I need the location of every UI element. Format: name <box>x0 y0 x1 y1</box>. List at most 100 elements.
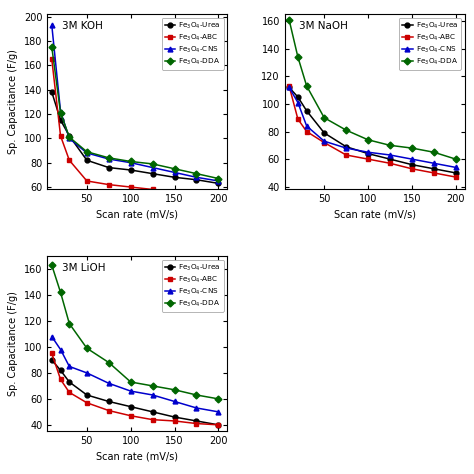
Text: 3M KOH: 3M KOH <box>62 21 103 31</box>
Fe$_3$O$_4$-Urea <box>304 108 310 114</box>
Fe$_3$O$_4$-CNS <box>84 150 90 156</box>
Fe$_3$O$_4$-DDA <box>84 149 90 155</box>
Fe$_3$O$_4$-DDA <box>172 387 177 392</box>
Fe$_3$O$_4$-DDA <box>304 83 310 89</box>
Fe$_3$O$_4$-CNS <box>172 170 177 175</box>
Fe$_3$O$_4$-Urea <box>365 151 371 156</box>
Fe$_3$O$_4$-CNS <box>387 152 393 158</box>
Fe$_3$O$_4$-Urea <box>106 165 112 171</box>
Fe$_3$O$_4$-DDA <box>84 346 90 351</box>
Fe$_3$O$_4$-DDA <box>66 134 72 140</box>
Fe$_3$O$_4$-Urea <box>172 414 177 420</box>
Line: Fe$_3$O$_4$-Urea: Fe$_3$O$_4$-Urea <box>49 357 221 427</box>
X-axis label: Scan rate (mV/s): Scan rate (mV/s) <box>96 210 178 220</box>
Fe$_3$O$_4$-Urea <box>216 422 221 428</box>
Fe$_3$O$_4$-Urea <box>106 399 112 404</box>
Fe$_3$O$_4$-Urea <box>286 84 292 90</box>
Fe$_3$O$_4$-DDA <box>58 290 64 295</box>
Fe$_3$O$_4$-DDA <box>58 110 64 116</box>
Fe$_3$O$_4$-CNS <box>409 156 415 162</box>
Fe$_3$O$_4$-CNS <box>216 409 221 415</box>
Line: Fe$_3$O$_4$-Urea: Fe$_3$O$_4$-Urea <box>287 85 458 175</box>
Fe$_3$O$_4$-CNS <box>106 156 112 162</box>
Fe$_3$O$_4$-CNS <box>128 160 134 165</box>
Fe$_3$O$_4$-CNS <box>304 123 310 129</box>
Fe$_3$O$_4$-CNS <box>295 100 301 105</box>
Fe$_3$O$_4$-DDA <box>49 44 55 50</box>
Y-axis label: Sp. Capacitance (F/g): Sp. Capacitance (F/g) <box>9 291 18 396</box>
Fe$_3$O$_4$-CNS <box>58 346 64 352</box>
Fe$_3$O$_4$-Urea <box>216 181 221 186</box>
Fe$_3$O$_4$-ABC <box>58 133 64 139</box>
Fe$_3$O$_4$-CNS <box>49 22 55 28</box>
Line: Fe$_3$O$_4$-ABC: Fe$_3$O$_4$-ABC <box>287 83 458 180</box>
Fe$_3$O$_4$-ABC <box>387 160 393 166</box>
Fe$_3$O$_4$-DDA <box>431 149 437 155</box>
Fe$_3$O$_4$-DDA <box>172 166 177 172</box>
Fe$_3$O$_4$-ABC <box>106 182 112 187</box>
Fe$_3$O$_4$-Urea <box>321 130 327 136</box>
Fe$_3$O$_4$-DDA <box>409 145 415 151</box>
Fe$_3$O$_4$-CNS <box>453 164 458 170</box>
Fe$_3$O$_4$-Urea <box>58 367 64 373</box>
Fe$_3$O$_4$-CNS <box>150 165 155 171</box>
Fe$_3$O$_4$-CNS <box>216 178 221 184</box>
Line: Fe$_3$O$_4$-CNS: Fe$_3$O$_4$-CNS <box>287 85 458 170</box>
Fe$_3$O$_4$-Urea <box>150 171 155 176</box>
Fe$_3$O$_4$-Urea <box>194 418 200 424</box>
Fe$_3$O$_4$-DDA <box>343 128 349 133</box>
Line: Fe$_3$O$_4$-DDA: Fe$_3$O$_4$-DDA <box>49 45 221 181</box>
Fe$_3$O$_4$-CNS <box>172 399 177 404</box>
Legend: Fe$_3$O$_4$-Urea, Fe$_3$O$_4$-ABC, Fe$_3$O$_4$-CNS, Fe$_3$O$_4$-DDA: Fe$_3$O$_4$-Urea, Fe$_3$O$_4$-ABC, Fe$_3… <box>162 260 224 312</box>
Fe$_3$O$_4$-Urea <box>453 170 458 176</box>
Fe$_3$O$_4$-DDA <box>321 115 327 120</box>
Fe$_3$O$_4$-DDA <box>150 383 155 389</box>
X-axis label: Scan rate (mV/s): Scan rate (mV/s) <box>96 452 178 462</box>
Fe$_3$O$_4$-Urea <box>343 144 349 149</box>
Fe$_3$O$_4$-Urea <box>58 117 64 123</box>
Fe$_3$O$_4$-CNS <box>431 160 437 166</box>
Fe$_3$O$_4$-ABC <box>216 194 221 200</box>
Fe$_3$O$_4$-CNS <box>128 388 134 394</box>
Fe$_3$O$_4$-ABC <box>128 184 134 190</box>
Fe$_3$O$_4$-CNS <box>66 136 72 141</box>
Fe$_3$O$_4$-ABC <box>49 56 55 62</box>
Fe$_3$O$_4$-ABC <box>286 83 292 89</box>
Line: Fe$_3$O$_4$-CNS: Fe$_3$O$_4$-CNS <box>49 334 221 414</box>
Fe$_3$O$_4$-Urea <box>295 94 301 100</box>
Fe$_3$O$_4$-ABC <box>49 351 55 356</box>
Fe$_3$O$_4$-CNS <box>194 174 200 180</box>
Fe$_3$O$_4$-ABC <box>66 390 72 395</box>
Line: Fe$_3$O$_4$-CNS: Fe$_3$O$_4$-CNS <box>49 23 221 183</box>
Fe$_3$O$_4$-DDA <box>128 379 134 385</box>
Fe$_3$O$_4$-CNS <box>84 370 90 376</box>
Fe$_3$O$_4$-DDA <box>216 176 221 182</box>
Line: Fe$_3$O$_4$-DDA: Fe$_3$O$_4$-DDA <box>287 18 458 162</box>
Fe$_3$O$_4$-DDA <box>49 262 55 268</box>
Fe$_3$O$_4$-ABC <box>431 170 437 176</box>
Fe$_3$O$_4$-Urea <box>66 379 72 385</box>
Y-axis label: Sp. Capacitance (F/g): Sp. Capacitance (F/g) <box>9 49 18 155</box>
Fe$_3$O$_4$-ABC <box>150 187 155 192</box>
Fe$_3$O$_4$-Urea <box>194 177 200 182</box>
Fe$_3$O$_4$-DDA <box>216 396 221 402</box>
Fe$_3$O$_4$-CNS <box>49 334 55 339</box>
Fe$_3$O$_4$-ABC <box>343 152 349 158</box>
Fe$_3$O$_4$-CNS <box>286 84 292 90</box>
Fe$_3$O$_4$-ABC <box>66 157 72 163</box>
Fe$_3$O$_4$-ABC <box>409 166 415 172</box>
Fe$_3$O$_4$-DDA <box>365 137 371 143</box>
Fe$_3$O$_4$-DDA <box>150 161 155 167</box>
Fe$_3$O$_4$-ABC <box>128 413 134 419</box>
Fe$_3$O$_4$-Urea <box>49 89 55 95</box>
Fe$_3$O$_4$-CNS <box>365 149 371 155</box>
Fe$_3$O$_4$-ABC <box>106 408 112 413</box>
Fe$_3$O$_4$-Urea <box>49 357 55 363</box>
Legend: Fe$_3$O$_4$-Urea, Fe$_3$O$_4$-ABC, Fe$_3$O$_4$-CNS, Fe$_3$O$_4$-DDA: Fe$_3$O$_4$-Urea, Fe$_3$O$_4$-ABC, Fe$_3… <box>399 18 461 70</box>
Fe$_3$O$_4$-DDA <box>286 17 292 23</box>
Text: 3M LiOH: 3M LiOH <box>62 263 105 273</box>
Fe$_3$O$_4$-ABC <box>172 189 177 195</box>
Fe$_3$O$_4$-ABC <box>58 376 64 382</box>
Fe$_3$O$_4$-ABC <box>295 116 301 122</box>
Fe$_3$O$_4$-DDA <box>387 143 393 148</box>
